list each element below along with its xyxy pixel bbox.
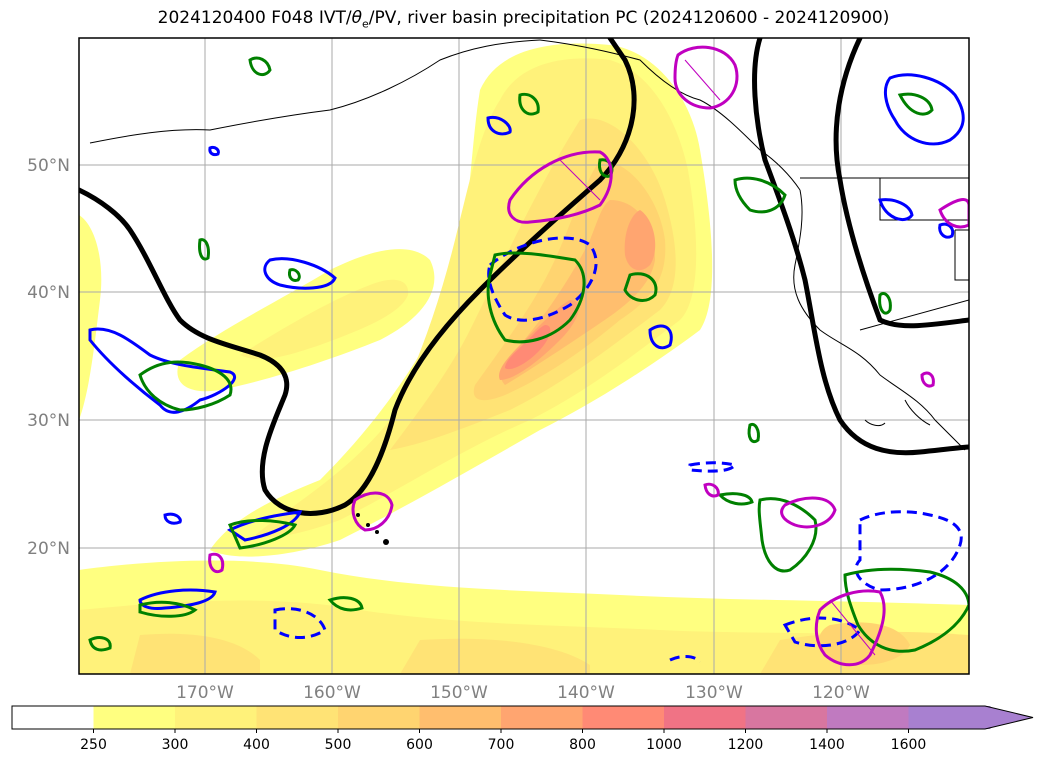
lat-label-40: 40°N bbox=[27, 283, 70, 303]
lon-label-140w: 140°W bbox=[557, 683, 615, 703]
colorbar: 250 300 400 500 600 700 800 1000 1200 1400 1600 bbox=[11, 705, 1034, 753]
colorbar-segment bbox=[12, 706, 94, 729]
blue-pv-contours bbox=[88, 73, 965, 610]
theta-symbol: θ bbox=[351, 8, 362, 28]
blue-dashed-contours bbox=[273, 236, 963, 664]
colorbar-segment bbox=[827, 706, 909, 729]
lon-label-120w: 120°W bbox=[812, 683, 870, 703]
lon-label-150w: 150°W bbox=[430, 683, 488, 703]
map-frame bbox=[78, 37, 970, 675]
hawaii-islands bbox=[356, 513, 389, 545]
colorbar-segment bbox=[175, 706, 257, 729]
graticule bbox=[79, 38, 969, 674]
lon-label-160w: 160°W bbox=[303, 683, 361, 703]
colorbar-segment bbox=[338, 706, 420, 729]
title-suffix: /PV, river basin precipitation PC (20241… bbox=[368, 8, 890, 28]
magenta-theta-e-contours bbox=[208, 45, 969, 667]
colorbar-outline bbox=[11, 705, 1034, 730]
lon-label-130w: 130°W bbox=[685, 683, 743, 703]
colorbar-label: 1600 bbox=[891, 737, 927, 753]
colorbar-segment bbox=[582, 706, 665, 729]
lat-label-20: 20°N bbox=[27, 539, 70, 559]
coastlines bbox=[89, 39, 969, 451]
colorbar-segment bbox=[664, 706, 746, 729]
colorbar-label: 600 bbox=[406, 737, 433, 753]
colorbar-segment bbox=[501, 706, 583, 729]
colorbar-label: 300 bbox=[162, 737, 189, 753]
title-prefix: 2024120400 F048 IVT/ bbox=[157, 8, 352, 28]
colorbar-segment bbox=[256, 706, 339, 729]
colorbar-label: 250 bbox=[80, 737, 107, 753]
colorbar-label: 1400 bbox=[809, 737, 845, 753]
lat-label-30: 30°N bbox=[27, 411, 70, 431]
longitude-labels: 170°W 160°W 150°W 140°W 130°W 120°W bbox=[176, 683, 870, 703]
colorbar-segment bbox=[419, 706, 502, 729]
colorbar-extend-arrow bbox=[908, 706, 1033, 729]
colorbar-label: 500 bbox=[325, 737, 352, 753]
colorbar-label: 800 bbox=[569, 737, 596, 753]
latitude-labels: 50°N 40°N 30°N 20°N bbox=[27, 156, 70, 559]
colorbar-label: 700 bbox=[488, 737, 515, 753]
colorbar-label: 1200 bbox=[728, 737, 764, 753]
colorbar-label: 400 bbox=[243, 737, 270, 753]
theta-subscript: e bbox=[362, 17, 369, 31]
green-pv-contours bbox=[88, 56, 969, 653]
colorbar-segment bbox=[93, 706, 176, 729]
map-plot-area bbox=[79, 38, 969, 674]
colorbar-label: 1000 bbox=[646, 737, 682, 753]
colorbar-segment bbox=[745, 706, 828, 729]
lat-label-50: 50°N bbox=[27, 156, 70, 176]
lon-label-170w: 170°W bbox=[176, 683, 234, 703]
plot-title: 2024120400 F048 IVT/θe/PV, river basin p… bbox=[0, 8, 1047, 30]
